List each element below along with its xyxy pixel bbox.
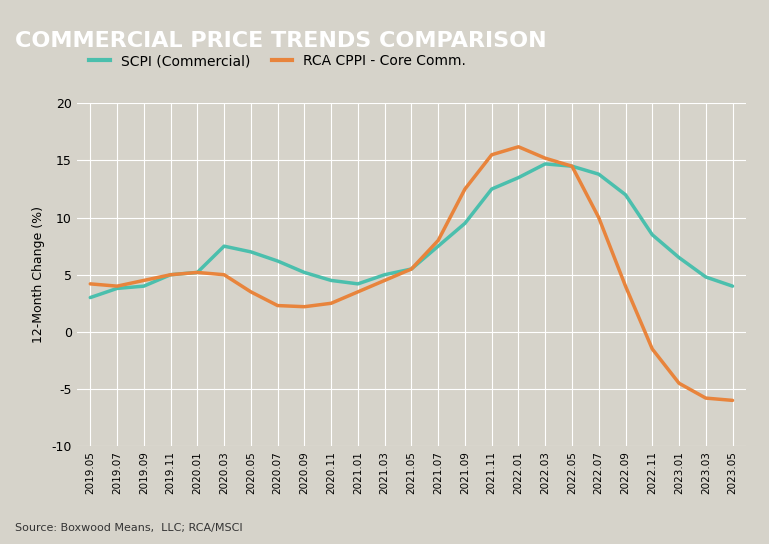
- Text: COMMERCIAL PRICE TRENDS COMPARISON: COMMERCIAL PRICE TRENDS COMPARISON: [15, 31, 547, 51]
- Text: Source: Boxwood Means,  LLC; RCA/MSCI: Source: Boxwood Means, LLC; RCA/MSCI: [15, 523, 243, 533]
- Y-axis label: 12-Month Change (%): 12-Month Change (%): [32, 206, 45, 343]
- Legend: SCPI (Commercial), RCA CPPI - Core Comm.: SCPI (Commercial), RCA CPPI - Core Comm.: [84, 48, 472, 74]
